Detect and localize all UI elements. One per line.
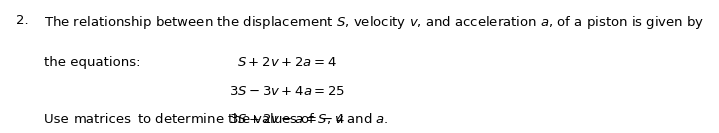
Text: Use: Use bbox=[45, 113, 73, 126]
Text: 2.: 2. bbox=[16, 14, 28, 27]
Text: $S + 2v + 2a = 4$: $S + 2v + 2a = 4$ bbox=[237, 56, 336, 69]
Text: matrices: matrices bbox=[74, 113, 132, 126]
Text: $3S + 2v - a = -4$: $3S + 2v - a = -4$ bbox=[229, 113, 345, 126]
Text: the equations:: the equations: bbox=[45, 56, 141, 69]
Text: to determine the values of $S$, $v$ and $a$.: to determine the values of $S$, $v$ and … bbox=[134, 111, 389, 126]
Text: The relationship between the displacement $S$, velocity $v$, and acceleration $a: The relationship between the displacemen… bbox=[45, 14, 705, 31]
Text: $3S - 3v + 4a = 25$: $3S - 3v + 4a = 25$ bbox=[229, 85, 345, 98]
